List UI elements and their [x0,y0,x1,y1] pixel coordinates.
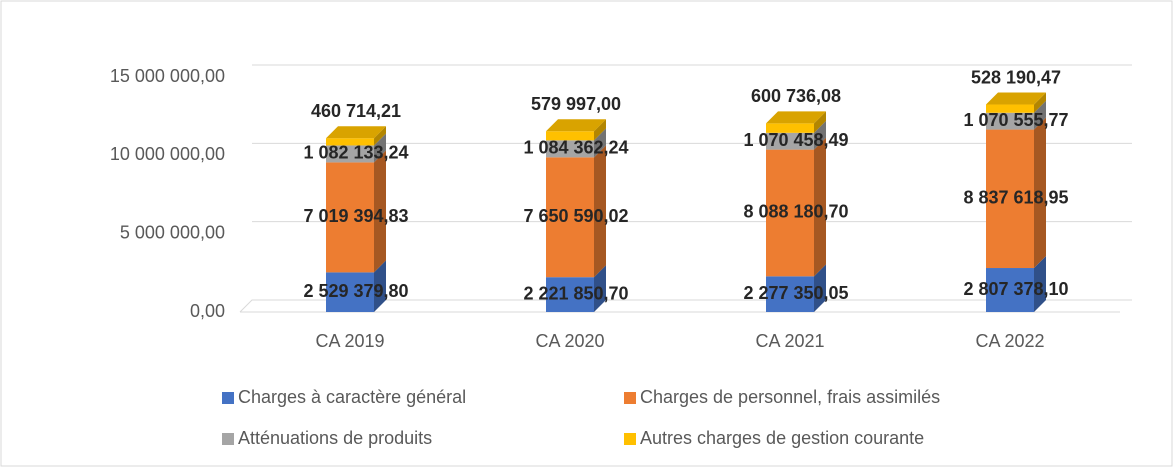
data-label: 528 190,47 [971,67,1061,87]
bar-side [594,128,606,158]
bar [986,129,1034,269]
legend-swatch [222,433,234,445]
bar-side [594,119,606,141]
data-label: 8 088 180,70 [743,202,848,222]
bar [546,157,594,278]
data-label: 7 019 394,83 [303,206,408,226]
data-label: 1 070 458,49 [743,130,848,150]
y-tick-label: 10 000 000,00 [110,144,225,164]
y-tick-label: 5 000 000,00 [120,222,225,242]
x-tick-label: CA 2021 [755,331,824,351]
bar-side [374,126,386,146]
bar [766,132,814,150]
bar-side [1034,117,1046,269]
data-label: 8 837 618,95 [963,188,1068,208]
y-tick-label: 15 000 000,00 [110,66,225,86]
bar-side [1034,100,1046,130]
bar-side [374,133,386,163]
legend-label: Autres charges de gestion courante [640,428,924,448]
bar-top [986,92,1046,105]
bar [326,138,374,146]
legend-label: Atténuations de produits [238,428,432,448]
bar-side [814,120,826,150]
x-tick-label: CA 2019 [315,331,384,351]
data-label: 2 807 378,10 [963,279,1068,299]
legend-label: Charges à caractère général [238,387,466,407]
bar-top [546,119,606,132]
data-label: 2 221 850,70 [523,283,628,303]
bar [326,272,374,312]
bar [326,145,374,163]
floor [239,299,1132,313]
data-label: 1 082 133,24 [303,143,408,163]
bar [986,112,1034,130]
bar [766,149,814,277]
legend-swatch [222,392,234,404]
bar-top [326,126,386,139]
legend-label: Charges de personnel, frais assimilés [640,387,940,407]
data-label: 460 714,21 [311,101,401,121]
bar [546,277,594,312]
data-label: 1 084 362,24 [523,138,628,158]
data-label: 2 277 350,05 [743,283,848,303]
legend-swatch [624,392,636,404]
data-label: 7 650 590,02 [523,206,628,226]
y-tick-label: 0,00 [190,301,225,321]
bar [766,123,814,133]
bar [986,104,1034,113]
x-tick-label: CA 2020 [535,331,604,351]
x-tick-label: CA 2022 [975,331,1044,351]
bar-side [814,264,826,312]
bar-side [814,111,826,133]
bar-side [1034,256,1046,312]
data-label: 1 070 555,77 [963,110,1068,130]
data-label: 579 997,00 [531,94,621,114]
bar-side [1034,92,1046,113]
bar-side [814,137,826,277]
legend-swatch [624,433,636,445]
bar [986,268,1034,312]
bar-side [594,145,606,278]
data-label: 2 529 379,80 [303,281,408,301]
bar-side [594,265,606,312]
data-label: 600 736,08 [751,86,841,106]
bar-side [374,150,386,273]
bar [546,131,594,141]
bar-side [374,260,386,312]
bar-top [766,111,826,124]
bar [326,162,374,273]
bar [546,140,594,158]
bar [766,276,814,312]
